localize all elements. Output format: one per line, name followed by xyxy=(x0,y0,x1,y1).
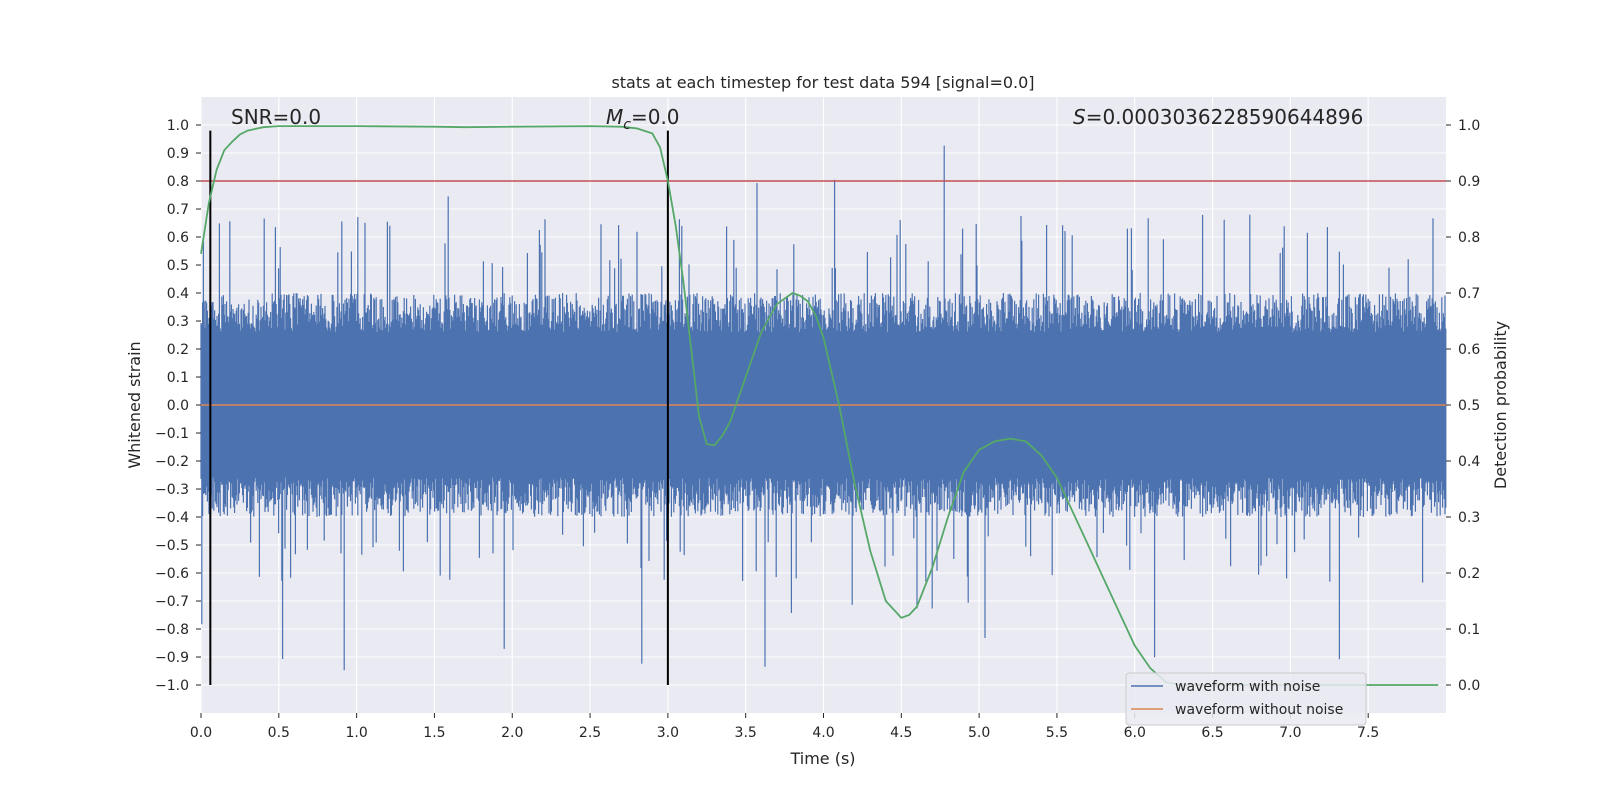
y-left-tick-label: −0.7 xyxy=(155,594,189,610)
legend-label-noisy: waveform with noise xyxy=(1175,679,1320,695)
y-left-tick-label: −0.6 xyxy=(155,566,189,582)
chart-title: stats at each timestep for test data 594… xyxy=(611,73,1034,92)
x-axis-ticks: 0.0 0.5 1.0 1.5 2.0 2.5 3.0 3.5 4.0 4.5 5.0 5.5 6.0 6… xyxy=(190,713,1379,741)
y-left-tick-label: −0.2 xyxy=(155,454,189,470)
x-tick-label: 2.5 xyxy=(579,725,601,741)
legend-box xyxy=(1125,672,1367,726)
y-left-tick-label: 0.0 xyxy=(167,398,189,414)
x-tick-label: 5.0 xyxy=(968,725,990,741)
y-left-tick-label: 0.9 xyxy=(167,146,189,162)
y-left-tick-label: 0.8 xyxy=(167,174,189,190)
y-axis-left-label: Whitened strain xyxy=(125,341,144,468)
y-left-tick-label: 0.7 xyxy=(167,202,189,218)
y-left-tick-label: −0.8 xyxy=(155,622,189,638)
snr-annotation: SNR=0.0 xyxy=(231,105,321,129)
y-left-tick-label: 0.5 xyxy=(167,258,189,274)
y-right-tick-label: 0.4 xyxy=(1458,454,1480,470)
legend-label-clean: waveform without noise xyxy=(1175,702,1343,718)
x-tick-label: 2.0 xyxy=(501,725,523,741)
y-right-tick-label: 0.9 xyxy=(1458,174,1480,190)
x-axis-label: Time (s) xyxy=(789,749,855,768)
y-left-tick-label: 0.4 xyxy=(167,286,189,302)
x-tick-label: 1.5 xyxy=(423,725,445,741)
x-tick-label: 0.0 xyxy=(190,725,212,741)
y-left-tick-label: 0.3 xyxy=(167,314,189,330)
x-tick-label: 6.5 xyxy=(1201,725,1223,741)
legend: waveform with noise waveform without noi… xyxy=(1125,672,1367,726)
y-left-tick-label: −0.3 xyxy=(155,482,189,498)
x-tick-label: 6.0 xyxy=(1124,725,1146,741)
y-right-tick-label: 0.2 xyxy=(1458,566,1480,582)
x-tick-label: 7.5 xyxy=(1357,725,1379,741)
y-left-tick-label: 0.1 xyxy=(167,370,189,386)
y-left-tick-label: 0.6 xyxy=(167,230,189,246)
x-tick-label: 4.0 xyxy=(812,725,834,741)
y-right-tick-label: 0.6 xyxy=(1458,342,1480,358)
y-right-tick-label: 0.1 xyxy=(1458,622,1480,638)
chirp-mass-annotation: Mc=0.0 xyxy=(606,105,680,133)
y-axis-right-label: Detection probability xyxy=(1491,321,1510,489)
y-left-tick-label: −0.5 xyxy=(155,538,189,554)
x-tick-label: 4.5 xyxy=(890,725,912,741)
y-right-tick-label: 0.3 xyxy=(1458,510,1480,526)
x-tick-label: 0.5 xyxy=(268,725,290,741)
y-left-tick-label: 1.0 xyxy=(167,118,189,134)
y-right-tick-label: 0.0 xyxy=(1458,678,1480,694)
score-annotation: S=0.0003036228590644896 xyxy=(1073,105,1363,129)
x-tick-label: 1.0 xyxy=(345,725,367,741)
y-right-tick-label: 0.5 xyxy=(1458,398,1480,414)
y-left-tick-label: −0.9 xyxy=(155,650,189,666)
y-right-tick-label: 1.0 xyxy=(1458,118,1480,134)
x-tick-label: 5.5 xyxy=(1046,725,1068,741)
y-right-tick-label: 0.7 xyxy=(1458,286,1480,302)
x-tick-label: 3.0 xyxy=(657,725,679,741)
detection-probability-line xyxy=(200,125,1439,686)
x-tick-label: 7.0 xyxy=(1279,725,1301,741)
y-axis-right-ticks: 1.0 0.9 0.8 0.7 0.6 0.5 0.4 0.3 0.2 0.1 0.0 xyxy=(1446,118,1480,694)
y-left-tick-label: −0.1 xyxy=(155,426,189,442)
x-tick-label: 3.5 xyxy=(735,725,757,741)
y-left-tick-label: 0.2 xyxy=(167,342,189,358)
overlay-lines xyxy=(200,125,1446,686)
y-left-tick-label: −1.0 xyxy=(155,678,189,694)
y-left-tick-label: −0.4 xyxy=(155,510,189,526)
y-right-tick-label: 0.8 xyxy=(1458,230,1480,246)
y-axis-left-ticks: 1.0 0.9 0.8 0.7 0.6 0.5 0.4 0.3 0.2 0.1 0.0 −0.1 −0.… xyxy=(155,118,201,694)
